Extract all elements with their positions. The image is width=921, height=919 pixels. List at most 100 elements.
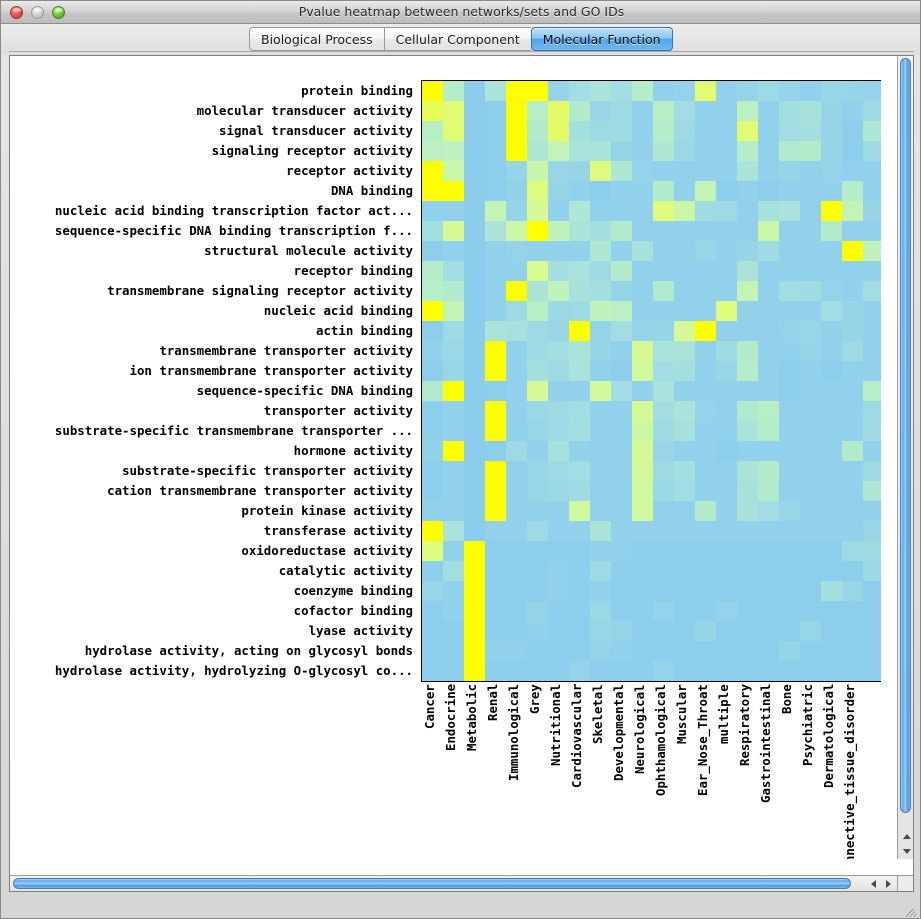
- heatmap-cell[interactable]: [548, 181, 569, 201]
- heatmap-cell[interactable]: [569, 461, 590, 481]
- heatmap-cell[interactable]: [632, 201, 653, 221]
- heatmap-cell[interactable]: [758, 581, 779, 601]
- heatmap-cell[interactable]: [800, 561, 821, 581]
- heatmap-cell[interactable]: [779, 421, 800, 441]
- heatmap-cell[interactable]: [485, 81, 506, 101]
- heatmap-cell[interactable]: [611, 261, 632, 281]
- heatmap-cell[interactable]: [737, 101, 758, 121]
- heatmap-cell[interactable]: [863, 261, 881, 281]
- heatmap-cell[interactable]: [506, 281, 527, 301]
- heatmap-cell[interactable]: [821, 421, 842, 441]
- heatmap-cell[interactable]: [611, 101, 632, 121]
- heatmap-cell[interactable]: [632, 381, 653, 401]
- heatmap-cell[interactable]: [737, 221, 758, 241]
- heatmap-cell[interactable]: [842, 441, 863, 461]
- heatmap-cell[interactable]: [611, 581, 632, 601]
- heatmap-cell[interactable]: [674, 381, 695, 401]
- heatmap-cell[interactable]: [674, 121, 695, 141]
- heatmap-cell[interactable]: [674, 401, 695, 421]
- heatmap-cell[interactable]: [800, 581, 821, 601]
- heatmap-cell[interactable]: [821, 661, 842, 681]
- heatmap-cell[interactable]: [800, 141, 821, 161]
- heatmap-cell[interactable]: [695, 601, 716, 621]
- heatmap-cell[interactable]: [821, 601, 842, 621]
- heatmap-cell[interactable]: [464, 281, 485, 301]
- heatmap-cell[interactable]: [653, 501, 674, 521]
- heatmap-cell[interactable]: [590, 181, 611, 201]
- heatmap-cell[interactable]: [695, 501, 716, 521]
- heatmap-cell[interactable]: [485, 381, 506, 401]
- heatmap-cell[interactable]: [422, 161, 443, 181]
- heatmap-cell[interactable]: [485, 101, 506, 121]
- heatmap-cell[interactable]: [716, 621, 737, 641]
- heatmap-cell[interactable]: [779, 501, 800, 521]
- heatmap-cell[interactable]: [464, 501, 485, 521]
- heatmap-cell[interactable]: [443, 81, 464, 101]
- heatmap-cell[interactable]: [611, 121, 632, 141]
- heatmap-cell[interactable]: [695, 361, 716, 381]
- heatmap-cell[interactable]: [800, 281, 821, 301]
- heatmap-cell[interactable]: [611, 301, 632, 321]
- heatmap-cell[interactable]: [737, 161, 758, 181]
- heatmap-cell[interactable]: [674, 581, 695, 601]
- heatmap-cell[interactable]: [485, 541, 506, 561]
- heatmap-cell[interactable]: [800, 201, 821, 221]
- heatmap-cell[interactable]: [548, 341, 569, 361]
- heatmap-cell[interactable]: [842, 121, 863, 141]
- heatmap-cell[interactable]: [464, 221, 485, 241]
- heatmap-cell[interactable]: [443, 641, 464, 661]
- heatmap-cell[interactable]: [422, 441, 443, 461]
- heatmap-cell[interactable]: [527, 341, 548, 361]
- heatmap-cell[interactable]: [695, 81, 716, 101]
- heatmap-cell[interactable]: [800, 441, 821, 461]
- heatmap-cell[interactable]: [800, 121, 821, 141]
- heatmap-cell[interactable]: [527, 421, 548, 441]
- heatmap-cell[interactable]: [863, 521, 881, 541]
- heatmap-cell[interactable]: [548, 501, 569, 521]
- heatmap-cell[interactable]: [611, 281, 632, 301]
- heatmap-cell[interactable]: [653, 361, 674, 381]
- heatmap-cell[interactable]: [653, 341, 674, 361]
- heatmap-cell[interactable]: [779, 341, 800, 361]
- heatmap-cell[interactable]: [422, 601, 443, 621]
- heatmap-cell[interactable]: [863, 301, 881, 321]
- heatmap-cell[interactable]: [821, 361, 842, 381]
- heatmap-cell[interactable]: [443, 101, 464, 121]
- heatmap-cell[interactable]: [716, 141, 737, 161]
- heatmap-cell[interactable]: [674, 541, 695, 561]
- heatmap-cell[interactable]: [695, 121, 716, 141]
- heatmap-cell[interactable]: [737, 441, 758, 461]
- heatmap-cell[interactable]: [758, 481, 779, 501]
- heatmap-cell[interactable]: [527, 381, 548, 401]
- heatmap-cell[interactable]: [548, 361, 569, 381]
- heatmap-cell[interactable]: [779, 481, 800, 501]
- heatmap-cell[interactable]: [758, 361, 779, 381]
- heatmap-cell[interactable]: [653, 481, 674, 501]
- heatmap-cell[interactable]: [863, 201, 881, 221]
- heatmap-cell[interactable]: [527, 601, 548, 621]
- heatmap-cell[interactable]: [737, 521, 758, 541]
- heatmap-cell[interactable]: [821, 201, 842, 221]
- heatmap-cell[interactable]: [863, 481, 881, 501]
- heatmap-cell[interactable]: [527, 401, 548, 421]
- heatmap-cell[interactable]: [527, 221, 548, 241]
- heatmap-cell[interactable]: [737, 241, 758, 261]
- heatmap-cell[interactable]: [800, 301, 821, 321]
- heatmap-cell[interactable]: [653, 441, 674, 461]
- heatmap-cell[interactable]: [800, 621, 821, 641]
- heatmap-cell[interactable]: [758, 521, 779, 541]
- heatmap-cell[interactable]: [779, 161, 800, 181]
- heatmap-cell[interactable]: [842, 401, 863, 421]
- heatmap-cell[interactable]: [527, 481, 548, 501]
- heatmap-cell[interactable]: [737, 181, 758, 201]
- heatmap-cell[interactable]: [758, 81, 779, 101]
- heatmap-cell[interactable]: [821, 181, 842, 201]
- heatmap-cell[interactable]: [716, 561, 737, 581]
- heatmap-cell[interactable]: [548, 101, 569, 121]
- heatmap-cell[interactable]: [653, 221, 674, 241]
- heatmap-cell[interactable]: [422, 321, 443, 341]
- heatmap-cell[interactable]: [863, 401, 881, 421]
- heatmap-cell[interactable]: [611, 541, 632, 561]
- heatmap-cell[interactable]: [821, 521, 842, 541]
- heatmap-cell[interactable]: [506, 201, 527, 221]
